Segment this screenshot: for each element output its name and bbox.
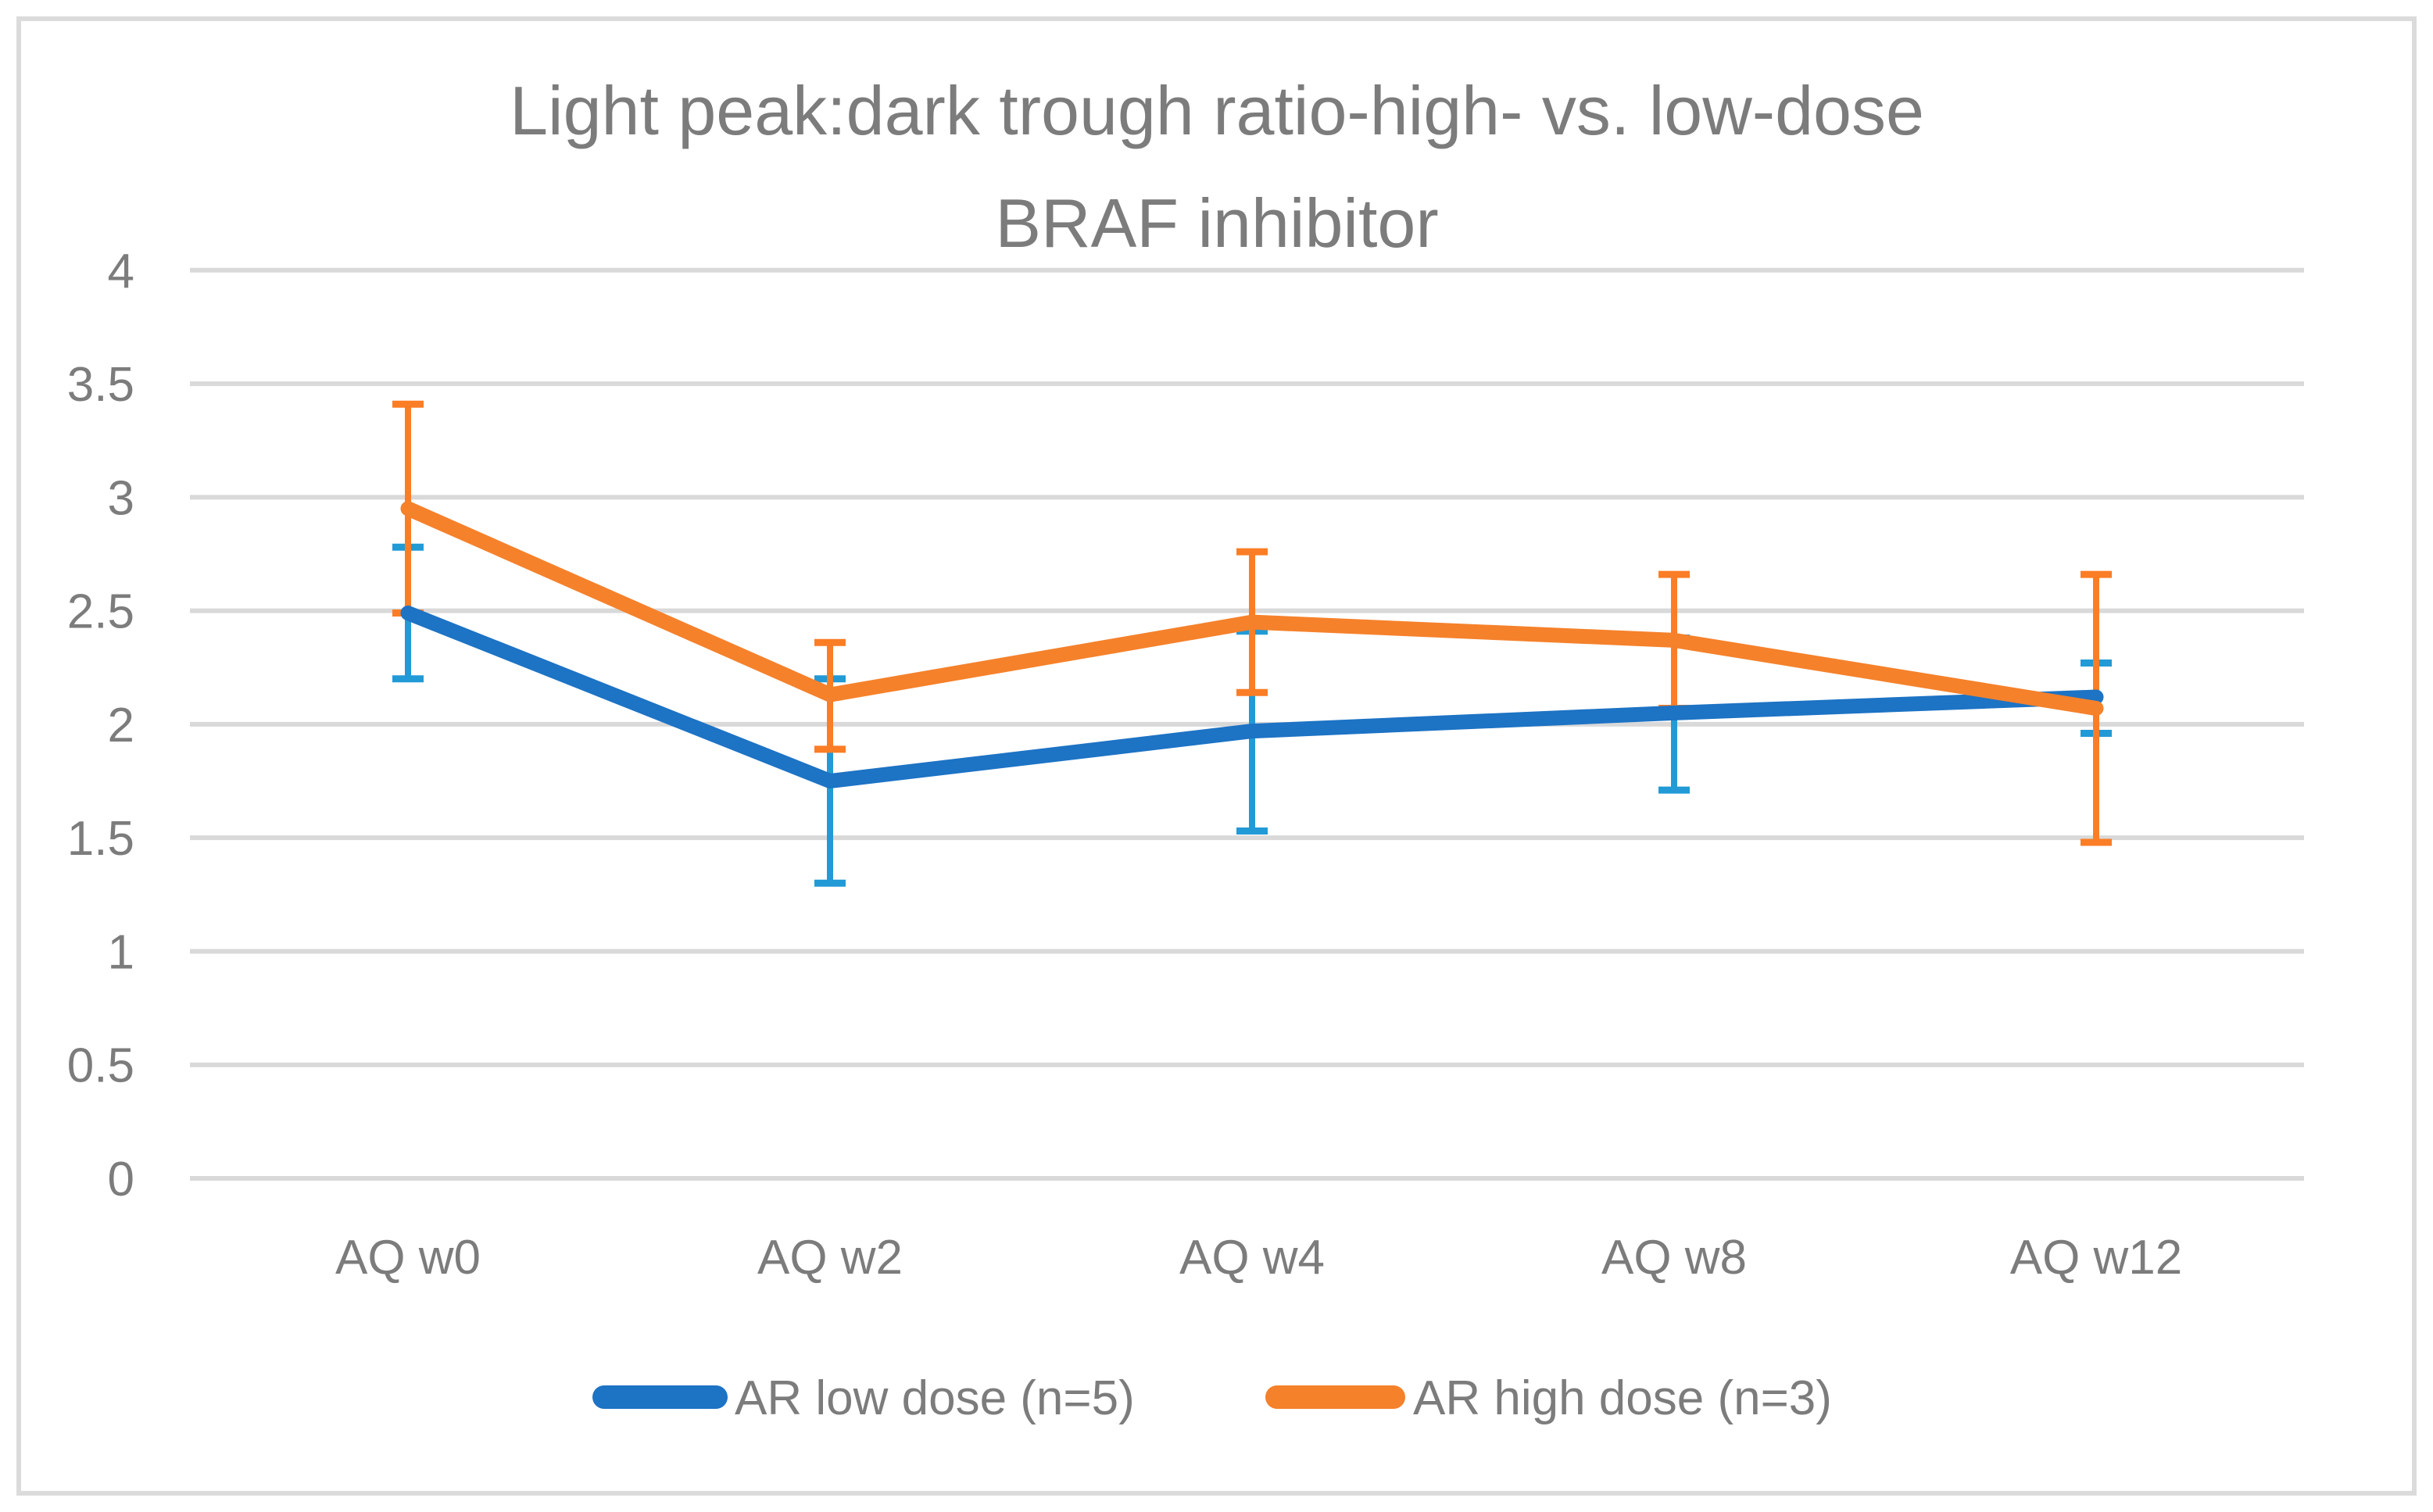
chart-title-line1: Light peak:dark trough ratio-high- vs. l… (510, 72, 1924, 149)
y-tick-label-0: 0 (108, 1153, 134, 1206)
legend: AR low dose (n=5) AR high dose (n=3) (592, 1371, 1832, 1425)
series-line-low-dose (400, 606, 2104, 789)
series-lines-layer (400, 501, 2104, 789)
y-tick-label-3.5: 3.5 (67, 358, 134, 412)
legend-label-low-dose: AR low dose (n=5) (735, 1371, 1135, 1425)
y-tick-label-2: 2 (108, 699, 134, 752)
y-tick-label-4: 4 (108, 245, 134, 298)
chart-title-line2: BRAF inhibitor (995, 184, 1438, 262)
x-tick-label-AQ-w4: AQ w4 (1179, 1231, 1325, 1285)
y-axis-labels-layer: 0 0.5 1 1.5 2 2.5 3 3.5 4 (67, 245, 134, 1206)
y-tick-label-3: 3 (108, 471, 134, 525)
x-axis-labels-layer: AQ w0 AQ w2 AQ w4 AQ w8 AQ w12 (335, 1231, 2182, 1285)
y-tick-label-0.5: 0.5 (67, 1039, 134, 1093)
series-line-high-dose (400, 501, 2104, 717)
x-tick-label-AQ-w12: AQ w12 (2010, 1231, 2183, 1285)
y-tick-label-1: 1 (108, 925, 134, 979)
x-tick-label-AQ-w8: AQ w8 (1601, 1231, 1747, 1285)
chart-frame (16, 16, 2417, 1496)
x-tick-label-AQ-w2: AQ w2 (757, 1231, 903, 1285)
legend-label-high-dose: AR high dose (n=3) (1413, 1371, 1832, 1425)
x-tick-label-AQ-w0: AQ w0 (335, 1231, 481, 1285)
y-tick-label-2.5: 2.5 (67, 585, 134, 639)
gridlines-layer (190, 267, 2304, 1181)
y-tick-label-1.5: 1.5 (67, 812, 134, 866)
